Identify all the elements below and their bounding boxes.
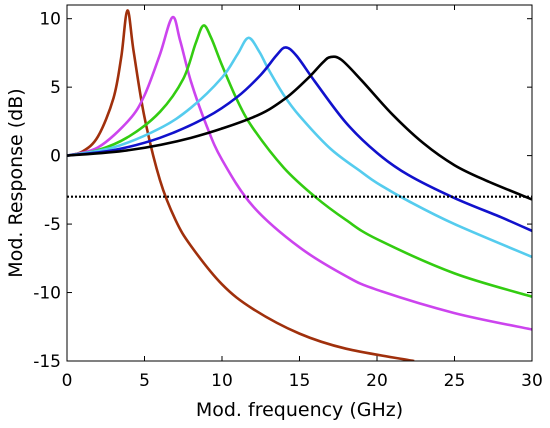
series-line-5 <box>67 46 532 233</box>
x-tick-label: 0 <box>62 371 73 391</box>
y-tick-label: 0 <box>50 147 61 167</box>
y-tick-label: -5 <box>44 215 61 235</box>
y-tick-label: -15 <box>33 352 61 372</box>
series-line-3 <box>67 24 532 298</box>
x-tick-label: 30 <box>521 371 543 391</box>
y-axis-label: Mod. Response (dB) <box>5 88 27 277</box>
x-tick-label: 15 <box>289 371 311 391</box>
series-line-4 <box>67 36 532 259</box>
x-tick-label: 25 <box>444 371 466 391</box>
x-tick-label: 5 <box>139 371 150 391</box>
series-line-1 <box>67 9 415 361</box>
y-tick-label: -10 <box>33 284 61 304</box>
series-line-2 <box>67 15 532 331</box>
x-axis-label: Mod. frequency (GHz) <box>196 399 403 421</box>
series-line-6 <box>67 55 532 201</box>
y-tick-label: 10 <box>39 10 61 30</box>
y-tick-label: 5 <box>50 78 61 98</box>
x-tick-label: 10 <box>211 371 233 391</box>
x-tick-label: 20 <box>366 371 388 391</box>
